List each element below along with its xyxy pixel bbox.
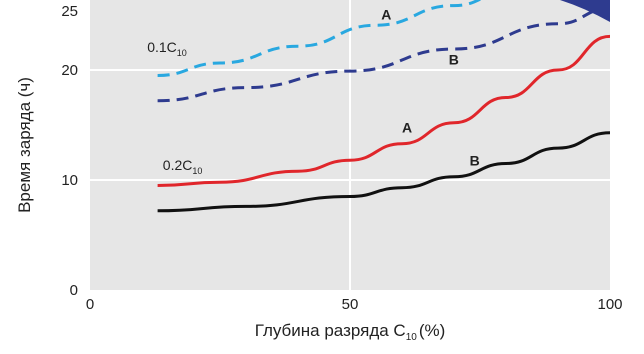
series-line-01C10-b [157, 6, 610, 103]
series-line-02C10-b [157, 131, 610, 213]
x-tick-labels: 0 50 100 [86, 296, 623, 313]
rate-label: 0.2C10 [163, 157, 203, 176]
x-tick-label: 0 [86, 296, 94, 313]
curve-end-arrow [560, 0, 610, 22]
x-axis-title-sub: 10 [406, 332, 418, 343]
series-group [157, 0, 610, 213]
curve-label-a: A [402, 120, 412, 136]
series-line-01C10-a [157, 0, 483, 77]
y-tick-label: 20 [61, 62, 78, 79]
series-line-02C10-a [157, 34, 610, 187]
x-tick-label: 100 [597, 296, 622, 313]
curve-label-a: A [381, 7, 391, 23]
rate-label: 0.1C10 [147, 39, 187, 58]
y-tick-label: 10 [61, 172, 78, 189]
y-tick-labels: 0 10 20 25 [61, 3, 78, 299]
x-tick-label: 50 [342, 296, 359, 313]
curve-label-b: B [449, 51, 459, 67]
arrow-mark [560, 0, 610, 22]
x-axis-title-unit: (%) [419, 321, 445, 340]
x-axis-title-main: Глубина разряда C [255, 321, 406, 340]
y-axis-title: Время заряда (ч) [15, 77, 34, 213]
y-tick-label: 25 [61, 3, 78, 20]
x-axis-title: Глубина разряда C10 (%) [255, 321, 446, 343]
curve-label-b: B [470, 153, 480, 169]
y-tick-label: 0 [70, 282, 78, 299]
annotations: 0.1C10 0.2C10 A B A B [147, 7, 480, 177]
